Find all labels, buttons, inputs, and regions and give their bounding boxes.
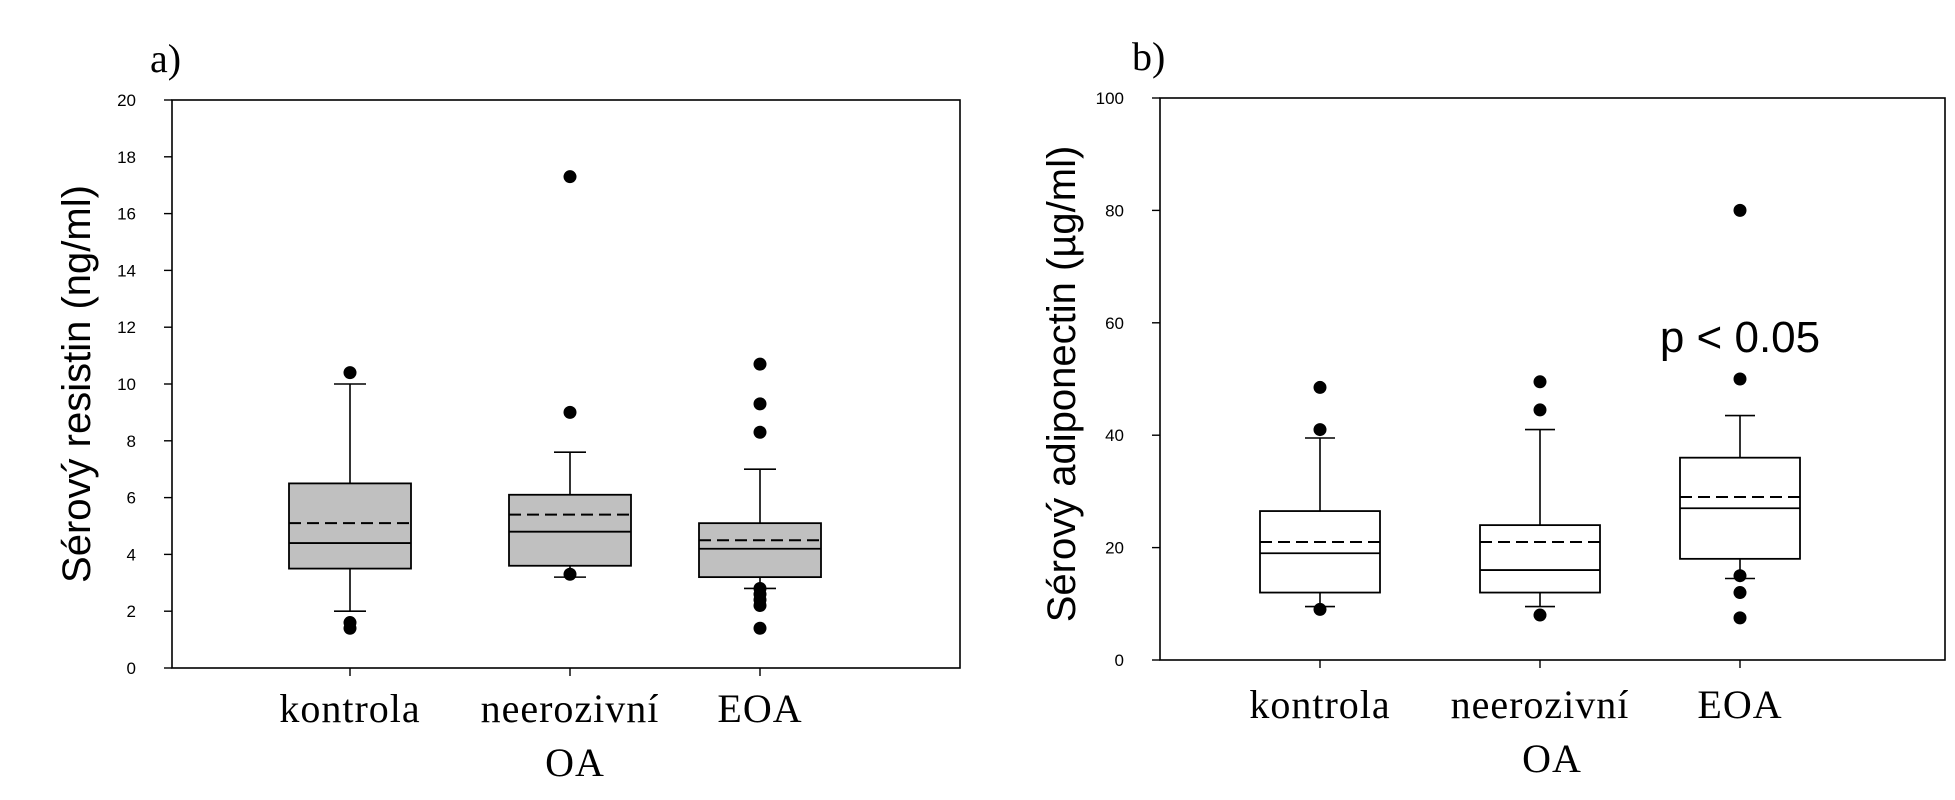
- outlier-point: [753, 581, 767, 595]
- box-body: [288, 482, 412, 570]
- outlier-point: [1533, 403, 1547, 417]
- outlier-point: [1313, 380, 1327, 394]
- panel-label: b): [1132, 34, 1165, 79]
- box-kontrola: [288, 366, 412, 635]
- box-body: [508, 493, 632, 567]
- significance-annotation: p < 0.05: [1660, 313, 1820, 362]
- y-tick-label: 80: [1105, 201, 1124, 220]
- box-kontrola: [1259, 380, 1381, 616]
- outlier-point: [1733, 569, 1747, 583]
- outlier-point: [1533, 608, 1547, 622]
- y-tick-label: 60: [1105, 314, 1124, 333]
- category-label-0: kontrola: [279, 686, 420, 731]
- category-label-1: neerozivní: [1451, 682, 1630, 727]
- y-tick-label: 0: [1115, 651, 1124, 670]
- outlier-point: [1733, 372, 1747, 386]
- y-tick-label: 20: [1105, 539, 1124, 558]
- y-tick-label: 6: [127, 489, 136, 508]
- category-label-2: EOA: [717, 686, 802, 731]
- plot-frame: [171, 99, 961, 669]
- panel-label: a): [150, 36, 181, 81]
- plot-frame: [1159, 97, 1946, 661]
- y-tick-label: 18: [117, 148, 136, 167]
- outlier-point: [1733, 611, 1747, 625]
- y-tick-label: 16: [117, 205, 136, 224]
- outlier-point: [1313, 602, 1327, 616]
- outlier-point: [753, 425, 767, 439]
- outlier-point: [1733, 203, 1747, 217]
- y-tick-label: 4: [127, 545, 136, 564]
- outlier-point: [343, 366, 357, 380]
- category-label-1: neerozivní: [481, 686, 660, 731]
- outlier-point: [1533, 375, 1547, 389]
- y-tick-label: 2: [127, 602, 136, 621]
- y-tick-label: 8: [127, 432, 136, 451]
- y-axis-title: Sérový resistin (ng/ml): [55, 185, 99, 583]
- panel-b-adiponectin-boxplot: 0 20 40 60 80 100 b) Sérový adiponectin (µg/ml)…: [1040, 34, 1946, 781]
- y-tick-label: 100: [1096, 89, 1124, 108]
- y-tick-label: 0: [127, 659, 136, 678]
- box-EOA: [1679, 203, 1801, 625]
- outlier-point: [1313, 423, 1327, 437]
- box-body: [1479, 524, 1601, 594]
- y-tick-label: 12: [117, 318, 136, 337]
- outlier-point: [343, 616, 357, 630]
- box-neerozivní: [1479, 375, 1601, 622]
- box-body: [1259, 510, 1381, 594]
- y-tick-label: 40: [1105, 426, 1124, 445]
- y-axis-title: Sérový adiponectin (µg/ml): [1040, 146, 1084, 623]
- box-body: [698, 522, 822, 579]
- outlier-point: [563, 170, 577, 184]
- outlier-point: [563, 405, 577, 419]
- y-tick-label: 14: [117, 261, 136, 280]
- y-tick-label: 10: [117, 375, 136, 394]
- outlier-point: [1733, 586, 1747, 600]
- outlier-point: [563, 567, 577, 581]
- box-EOA: [698, 357, 822, 635]
- y-tick-label: 20: [117, 91, 136, 110]
- outlier-point: [753, 621, 767, 635]
- category-label-2: EOA: [1697, 682, 1782, 727]
- box-neerozivní: [508, 170, 632, 581]
- x-axis-title: OA: [1522, 736, 1582, 781]
- panel-a-resistin-boxplot: 0 2 4 6 8 10 12 14 16 18 20 a) Sérový resistin (ng/m…: [55, 36, 961, 785]
- category-label-0: kontrola: [1249, 682, 1390, 727]
- outlier-point: [753, 397, 767, 411]
- outlier-point: [753, 357, 767, 371]
- x-axis-title: OA: [545, 740, 605, 785]
